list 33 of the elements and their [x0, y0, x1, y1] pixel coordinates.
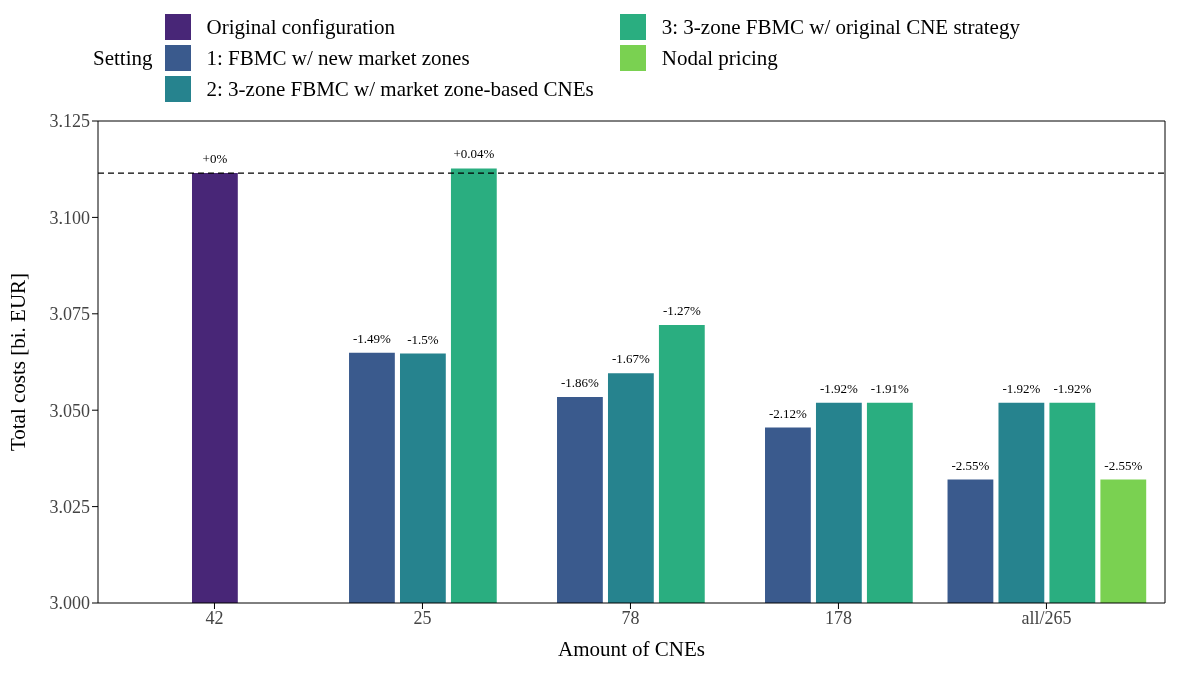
y-axis-title: Total costs [bi. EUR] — [6, 272, 31, 452]
annotation: -1.49% — [352, 330, 392, 346]
y-tick-label: 3.050 — [49, 400, 90, 421]
legend-title: Setting — [93, 45, 153, 71]
annotation: -1.86% — [560, 375, 600, 391]
annotation: -1.5% — [407, 331, 439, 347]
y-tick-label: 3.125 — [49, 111, 90, 132]
annotation: -1.92% — [1002, 380, 1041, 396]
x-tick-label: 42 — [205, 607, 224, 628]
x-tick-label: 78 — [621, 607, 640, 628]
annotation: -1.92% — [819, 380, 858, 396]
legend-label: 3: 3-zone FBMC w/ original CNE strategy — [661, 14, 1020, 40]
y-tick-label: 3.000 — [49, 593, 90, 614]
x-axis-title: Amount of CNEs — [558, 637, 705, 661]
annotation: -1.27% — [662, 302, 701, 318]
x-tick-label: all/265 — [1021, 607, 1072, 628]
y-tick-label: 3.100 — [49, 207, 90, 228]
y-tick-label: 3.075 — [49, 304, 90, 325]
legend-label: Nodal pricing — [661, 45, 778, 71]
annotation: -2.55% — [1104, 457, 1143, 473]
annotation: -1.91% — [870, 380, 909, 396]
annotation: -1.92% — [1053, 380, 1092, 396]
legend-label: 2: 3-zone FBMC w/ market zone-based CNEs — [206, 76, 594, 102]
annotation: -2.55% — [951, 457, 990, 473]
x-tick-label: 178 — [824, 607, 852, 628]
x-tick-label: 25 — [413, 607, 432, 628]
annotation: -2.12% — [768, 405, 808, 421]
annotation: +0% — [202, 151, 228, 167]
legend-label: Original configuration — [206, 14, 395, 40]
y-tick-label: 3.025 — [49, 496, 90, 517]
annotation: -1.67% — [611, 351, 650, 367]
annotation: +0.04% — [453, 146, 495, 162]
legend-label: 1: FBMC w/ new market zones — [206, 45, 470, 71]
